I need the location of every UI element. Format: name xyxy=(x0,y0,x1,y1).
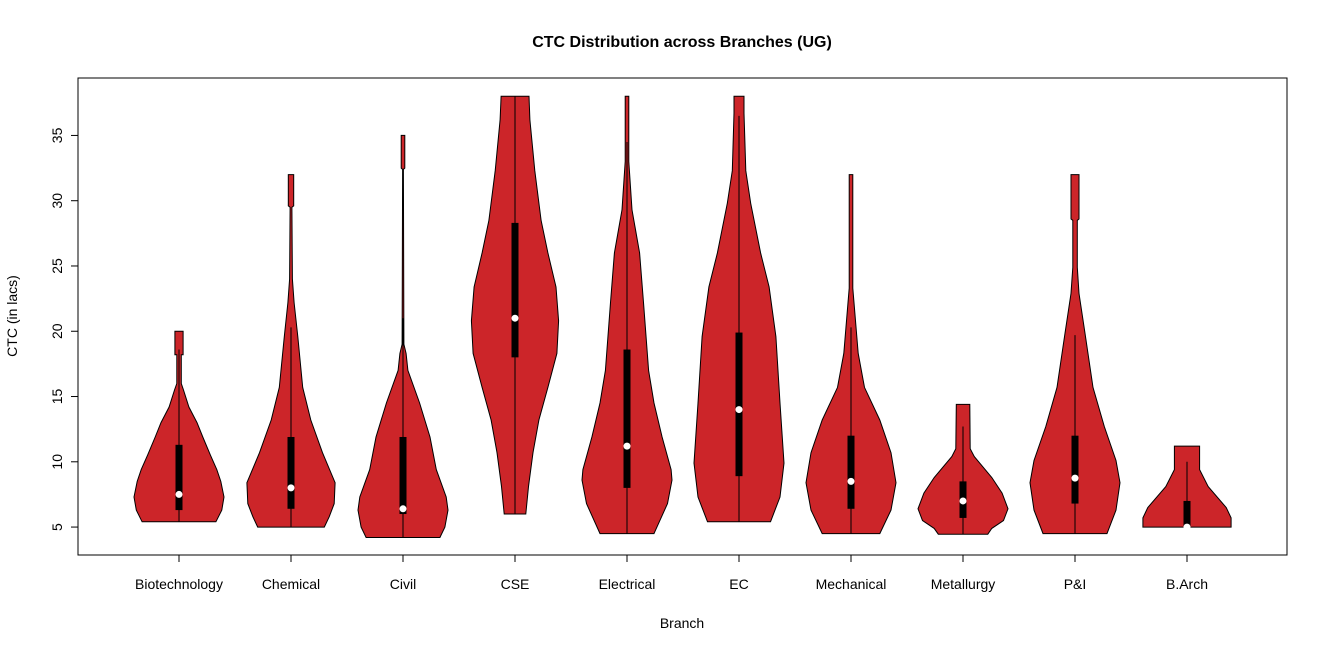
iqr-box xyxy=(399,436,407,515)
plot-frame xyxy=(77,77,1288,556)
median-point xyxy=(735,406,743,414)
x-tick-label: Electrical xyxy=(599,576,656,592)
iqr-box xyxy=(623,349,631,488)
violins-layer xyxy=(133,95,1232,538)
x-tick-label: P&I xyxy=(1064,576,1087,592)
median-point xyxy=(511,314,519,322)
violin-pi xyxy=(1029,174,1121,535)
y-tick-label: 35 xyxy=(49,127,65,143)
y-tick-label: 25 xyxy=(49,258,65,274)
y-tick-label: 5 xyxy=(49,523,65,531)
y-tick-label: 10 xyxy=(49,454,65,470)
x-tick-label: Metallurgy xyxy=(931,576,996,592)
violin-chemical xyxy=(246,174,336,528)
y-axis: 5 10 15 20 25 30 35 xyxy=(49,127,78,531)
violin-biotechnology xyxy=(133,330,225,523)
y-axis-label: CTC (in lacs) xyxy=(4,275,20,357)
y-tick-label: 15 xyxy=(49,389,65,405)
iqr-box xyxy=(1183,500,1191,528)
x-tick-label: CSE xyxy=(501,576,530,592)
iqr-box xyxy=(735,332,743,477)
median-point xyxy=(1071,474,1079,482)
x-tick-label: Biotechnology xyxy=(135,576,223,592)
median-point xyxy=(399,505,407,513)
x-tick-label: EC xyxy=(729,576,748,592)
median-point xyxy=(1183,523,1191,531)
x-tick-label: Mechanical xyxy=(816,576,887,592)
y-tick-label: 20 xyxy=(49,323,65,339)
iqr-box xyxy=(287,436,295,509)
x-axis-label: Branch xyxy=(660,615,704,631)
x-tick-label: B.Arch xyxy=(1166,576,1208,592)
median-point xyxy=(847,477,855,485)
violin-ec xyxy=(693,95,785,523)
x-tick-label: Civil xyxy=(390,576,416,592)
x-tick-label: Chemical xyxy=(262,576,320,592)
y-tick-label: 30 xyxy=(49,193,65,209)
iqr-box xyxy=(1071,435,1079,504)
median-point xyxy=(959,497,967,505)
violin-cse xyxy=(470,95,560,515)
x-axis: Biotechnology Chemical Civil CSE Electrical E… xyxy=(135,555,1208,592)
violin-barch xyxy=(1142,445,1232,531)
median-point xyxy=(287,484,295,492)
violin-mechanical xyxy=(805,174,897,535)
median-point xyxy=(623,442,631,450)
iqr-box xyxy=(511,222,519,358)
iqr-box xyxy=(175,444,183,511)
violin-metallurgy xyxy=(917,403,1009,535)
violin-civil xyxy=(357,134,449,538)
chart-title: CTC Distribution across Branches (UG) xyxy=(532,34,832,51)
median-point xyxy=(175,490,183,498)
iqr-box xyxy=(847,435,855,509)
violin-electrical xyxy=(581,95,673,535)
